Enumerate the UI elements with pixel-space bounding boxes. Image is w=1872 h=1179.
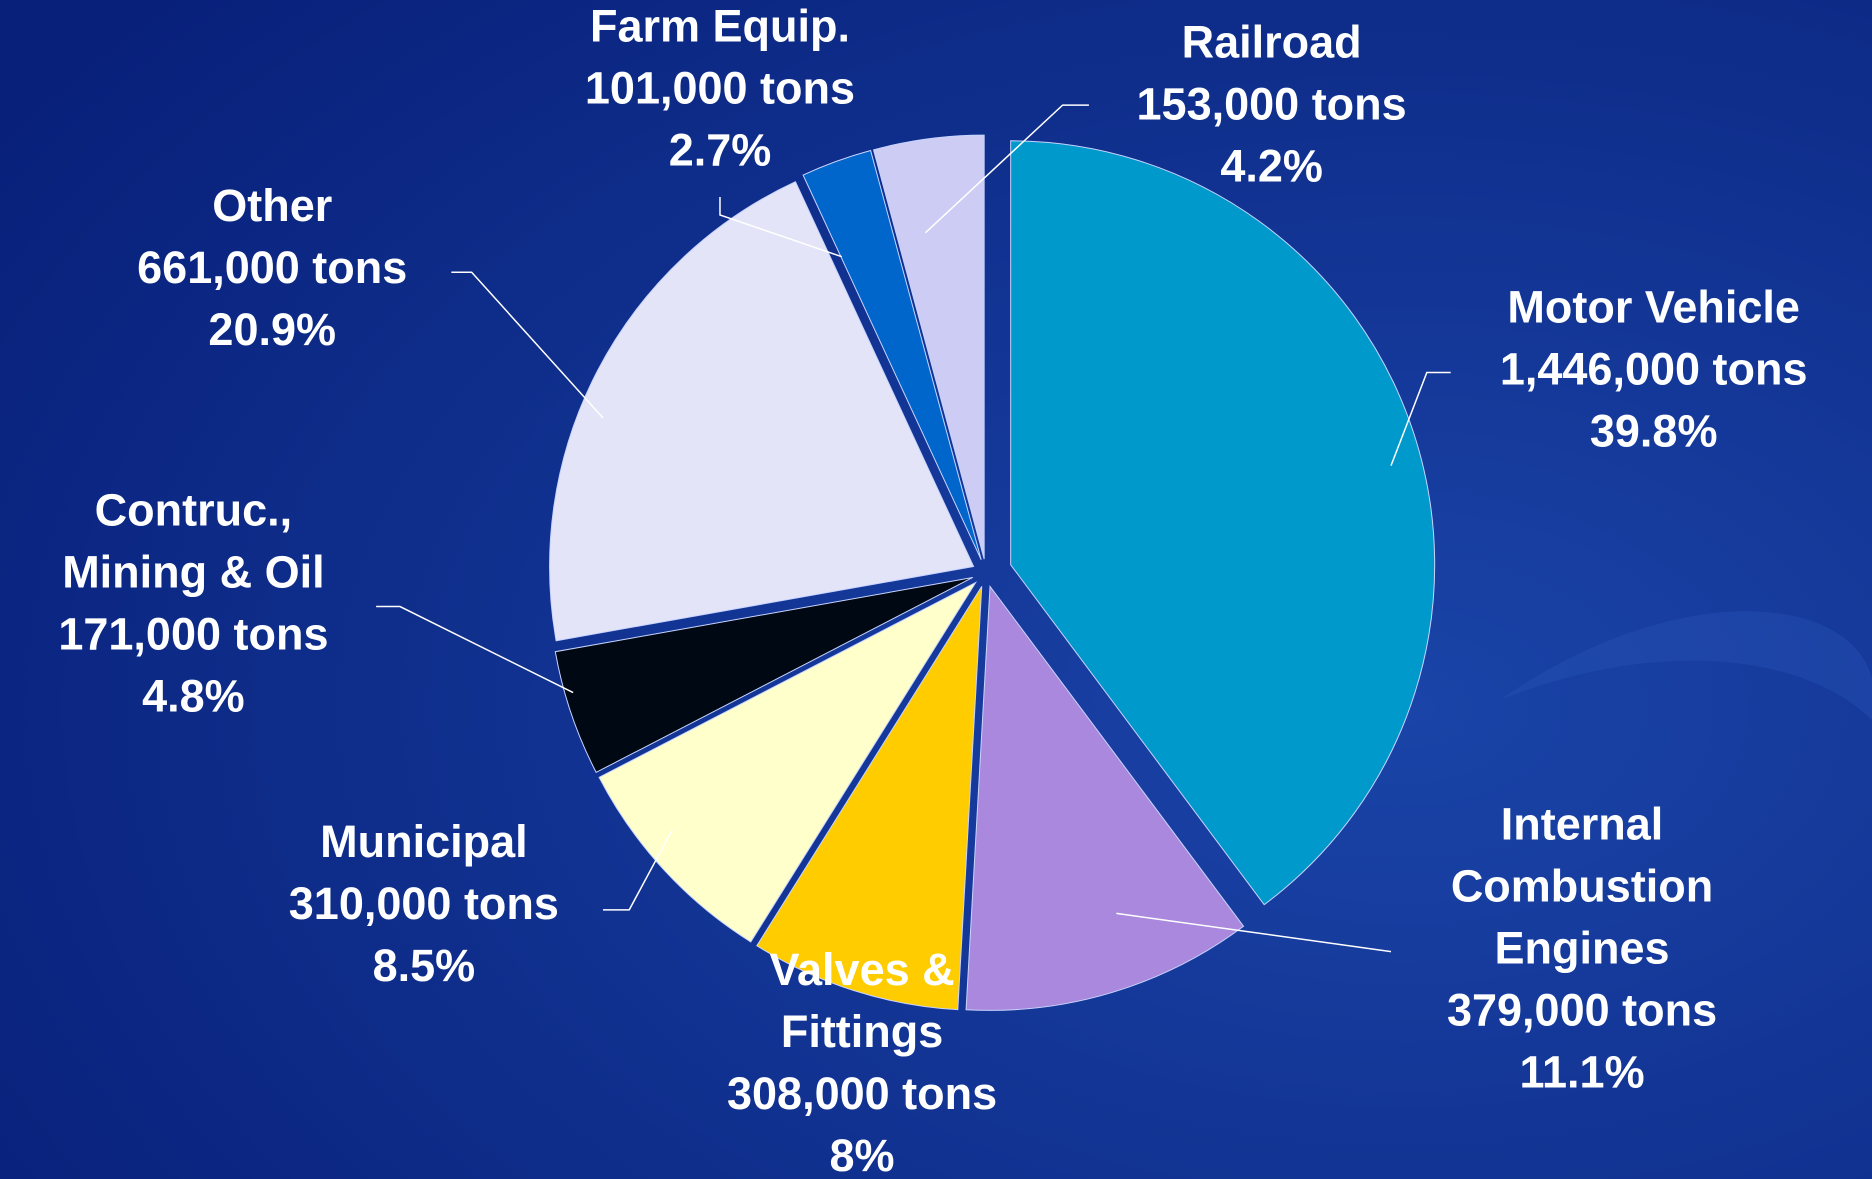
pie-slice — [872, 134, 985, 560]
leader-line — [924, 104, 1089, 234]
slice-label: Internal — [1501, 798, 1664, 849]
pie-slice — [756, 586, 983, 1011]
pie-slice — [965, 585, 1245, 1011]
percent-label: 8% — [830, 1130, 895, 1179]
slice-label: Other — [212, 180, 332, 231]
pie-slice — [802, 149, 982, 561]
percent-label: 39.8% — [1590, 405, 1718, 456]
slice-label: Municipal — [320, 816, 528, 867]
percent-label: 2.7% — [669, 125, 772, 176]
leader-line — [376, 605, 574, 694]
percent-label: 4.8% — [142, 670, 245, 721]
decoration — [1500, 611, 1872, 720]
percent-label: 4.2% — [1220, 140, 1323, 191]
tons-label: 101,000 tons — [585, 63, 855, 114]
tons-label: 171,000 tons — [58, 608, 328, 659]
percent-label: 20.9% — [208, 304, 336, 355]
tons-label: 379,000 tons — [1447, 984, 1717, 1035]
pie-slice — [549, 181, 975, 642]
leader-line — [1116, 912, 1392, 953]
pie-slice — [598, 581, 978, 943]
slice-label: Combustion — [1451, 860, 1713, 911]
slice-label: Engines — [1495, 922, 1670, 973]
slice-label: Valves & — [769, 944, 954, 995]
tons-label: 1,446,000 tons — [1500, 343, 1808, 394]
slice-label: Motor Vehicle — [1507, 281, 1800, 332]
tons-label: 308,000 tons — [727, 1068, 997, 1119]
leader-line — [451, 271, 604, 419]
slice-label: Contruc., — [95, 484, 293, 535]
slice-label: Fittings — [781, 1006, 943, 1057]
pie-slice — [554, 577, 973, 774]
slice-label: Mining & Oil — [62, 546, 324, 597]
slice-label: Railroad — [1182, 16, 1362, 67]
percent-label: 11.1% — [1519, 1046, 1644, 1097]
leader-line — [602, 829, 673, 911]
tons-label: 153,000 tons — [1137, 78, 1407, 129]
tons-label: 310,000 tons — [289, 878, 559, 929]
leader-line — [1390, 371, 1451, 466]
tons-label: 661,000 tons — [137, 242, 407, 293]
pie-slice — [1010, 140, 1436, 906]
percent-label: 8.5% — [373, 940, 476, 991]
leader-line — [719, 197, 843, 258]
slice-label: Farm Equip. — [590, 1, 850, 52]
